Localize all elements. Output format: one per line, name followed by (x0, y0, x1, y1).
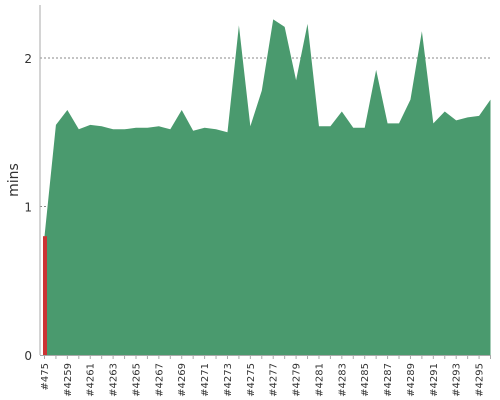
x-tick-label: #4265 (131, 363, 142, 397)
x-tick-label: #4269 (177, 363, 188, 397)
x-tick-label: #4271 (200, 363, 211, 397)
x-tick-label: #4259 (63, 363, 74, 397)
x-tick-label: #4289 (406, 363, 417, 397)
x-tick-label: #4293 (452, 363, 463, 397)
x-tick-label: #4261 (86, 363, 97, 397)
x-tick-label: #4291 (429, 363, 440, 397)
x-tick-label: #4275 (246, 363, 257, 397)
highlight-bar (43, 236, 47, 355)
y-tick-label: 0 (24, 349, 32, 363)
x-tick-label: #4287 (383, 363, 394, 397)
x-tick-labels: #475 #4259 #4261 #4263 #4265 #4267 #4269 #4271 #… (40, 356, 491, 397)
x-tick-label: #4281 (314, 363, 325, 397)
y-tick-label: 1 (24, 201, 32, 215)
y-tick-labels: 0 1 2 (24, 52, 32, 363)
x-tick-label: #4279 (292, 363, 303, 397)
x-tick-label: #4263 (109, 363, 120, 397)
x-tick-label: #475 (40, 363, 51, 390)
series-area (44, 19, 491, 355)
plot-area (43, 19, 491, 355)
x-tick-label: #4283 (337, 363, 348, 397)
axes (39, 5, 491, 356)
x-tick-label: #4267 (154, 363, 165, 397)
y-axis-label: mins (6, 163, 22, 197)
x-tick-label: #4285 (360, 363, 371, 397)
x-tick-label: #4273 (223, 363, 234, 397)
x-tick-label: #4295 (475, 363, 486, 397)
y-tick-label: 2 (24, 52, 32, 66)
x-tick-label: #4277 (269, 363, 280, 397)
